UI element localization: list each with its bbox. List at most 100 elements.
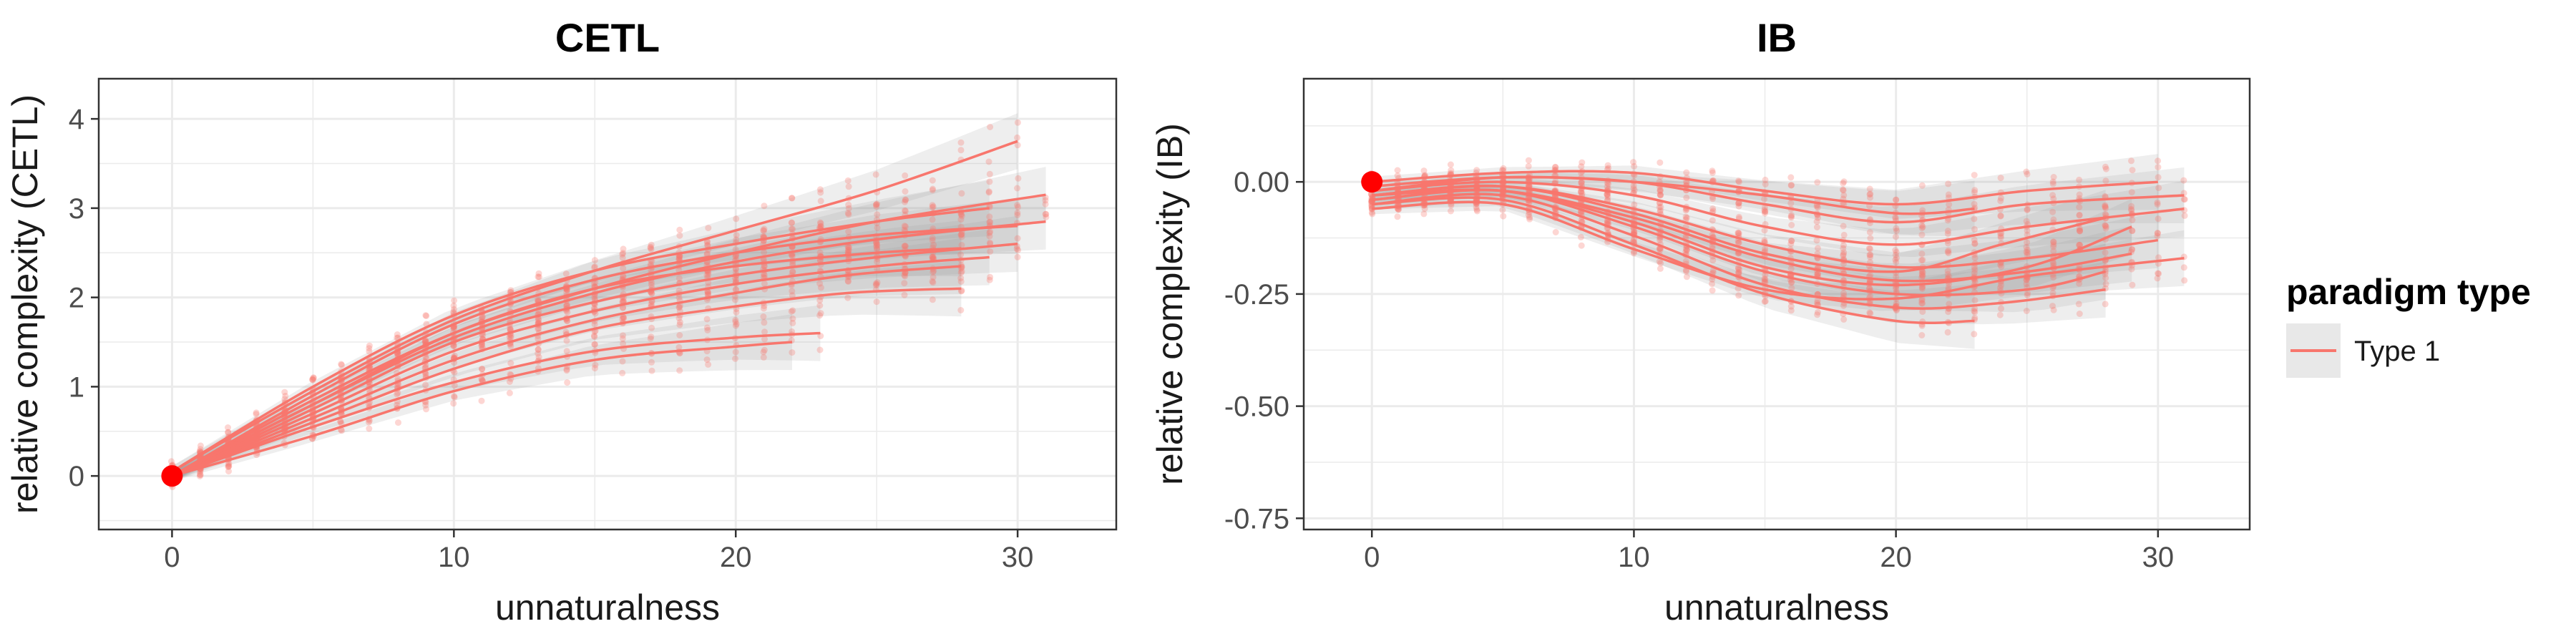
data-point — [1605, 219, 1611, 226]
data-point — [338, 361, 345, 369]
data-point — [703, 272, 711, 278]
data-point — [732, 348, 739, 356]
data-point — [309, 376, 316, 383]
data-point — [225, 463, 232, 470]
data-point — [1919, 273, 1926, 280]
data-point — [788, 308, 795, 315]
legend-title: paradigm type — [2286, 272, 2531, 312]
data-point — [2129, 246, 2135, 253]
data-point — [197, 472, 204, 479]
y-axis-ticks: 0.00 -0.25 -0.50 -0.75 — [1224, 167, 1304, 535]
y-tick-label: 4 — [69, 104, 84, 135]
data-point — [422, 381, 429, 389]
data-point — [1919, 256, 1926, 263]
data-point — [2024, 246, 2031, 253]
data-point — [1840, 242, 1847, 249]
data-point — [902, 243, 909, 249]
data-point — [1473, 204, 1480, 210]
panel-ib: 0 10 20 30 0.00 -0.25 -0.50 -0.75 IB unnatural… — [1150, 15, 2251, 628]
data-point — [1578, 187, 1585, 195]
data-point — [225, 468, 232, 475]
data-point — [1762, 208, 1769, 215]
data-point — [2155, 157, 2162, 165]
data-point — [1866, 251, 1873, 258]
data-point — [1709, 276, 1716, 283]
data-point — [619, 369, 626, 376]
data-point — [1762, 176, 1769, 183]
data-point — [760, 313, 767, 320]
data-point — [789, 307, 796, 314]
x-tick-label: 30 — [1002, 542, 1034, 573]
data-point — [1578, 180, 1585, 187]
data-point — [1971, 331, 1978, 338]
confidence-ribbon — [172, 193, 1046, 482]
data-point — [2050, 216, 2057, 223]
data-point — [1971, 189, 1978, 196]
data-point — [1682, 213, 1689, 220]
data-point — [507, 287, 514, 294]
data-point — [1709, 169, 1716, 176]
data-point — [986, 213, 993, 220]
data-point — [929, 177, 936, 184]
data-point — [1867, 194, 1873, 201]
chart-title: IB — [1757, 15, 1797, 60]
data-point — [902, 196, 909, 203]
data-point — [1944, 270, 1951, 278]
data-point — [1867, 310, 1874, 317]
data-point — [1919, 223, 1926, 230]
confidence-ribbon — [1372, 176, 2185, 258]
data-point — [450, 325, 457, 332]
data-point — [2024, 292, 2031, 298]
data-point — [506, 389, 513, 396]
data-point — [873, 203, 880, 210]
data-point — [958, 190, 965, 197]
data-point — [1840, 231, 1848, 238]
confidence-ribbon — [1372, 190, 2106, 325]
data-point — [1918, 297, 1926, 304]
series-line — [1372, 192, 2106, 310]
panel-background — [1304, 79, 2250, 530]
data-point — [1735, 203, 1742, 210]
data-point — [2128, 157, 2135, 165]
data-point — [478, 376, 485, 383]
data-point — [619, 251, 626, 258]
data-point — [930, 268, 937, 275]
data-point — [1525, 162, 1532, 170]
data-point — [705, 361, 712, 368]
data-point — [1814, 308, 1821, 316]
data-point — [1892, 256, 1899, 263]
data-point — [1813, 224, 1820, 230]
data-point — [1578, 217, 1585, 224]
data-point — [2023, 276, 2030, 283]
data-point — [733, 309, 740, 316]
confidence-ribbon — [1372, 185, 2132, 296]
x-tick-label: 0 — [1364, 542, 1380, 573]
data-point — [619, 358, 626, 365]
data-point — [1998, 305, 2004, 312]
data-point — [872, 282, 879, 289]
data-point — [1761, 207, 1768, 213]
data-point — [564, 301, 570, 308]
data-point — [872, 280, 879, 287]
data-point — [2050, 274, 2057, 281]
data-point — [619, 316, 626, 323]
data-point — [1867, 272, 1874, 278]
data-point — [816, 219, 824, 226]
data-point — [1813, 237, 1820, 244]
data-point — [2076, 227, 2083, 234]
data-point — [535, 273, 542, 280]
data-point — [535, 353, 542, 361]
data-point — [1946, 201, 1953, 208]
data-point — [366, 348, 373, 355]
data-point — [1893, 255, 1900, 261]
data-point — [817, 310, 824, 317]
data-point — [902, 223, 909, 230]
data-point — [479, 366, 486, 373]
data-point — [1369, 210, 1376, 218]
data-point — [1526, 215, 1533, 223]
data-point — [310, 374, 317, 381]
data-point — [1682, 258, 1689, 265]
data-point — [2129, 217, 2136, 223]
data-point — [1918, 274, 1926, 281]
